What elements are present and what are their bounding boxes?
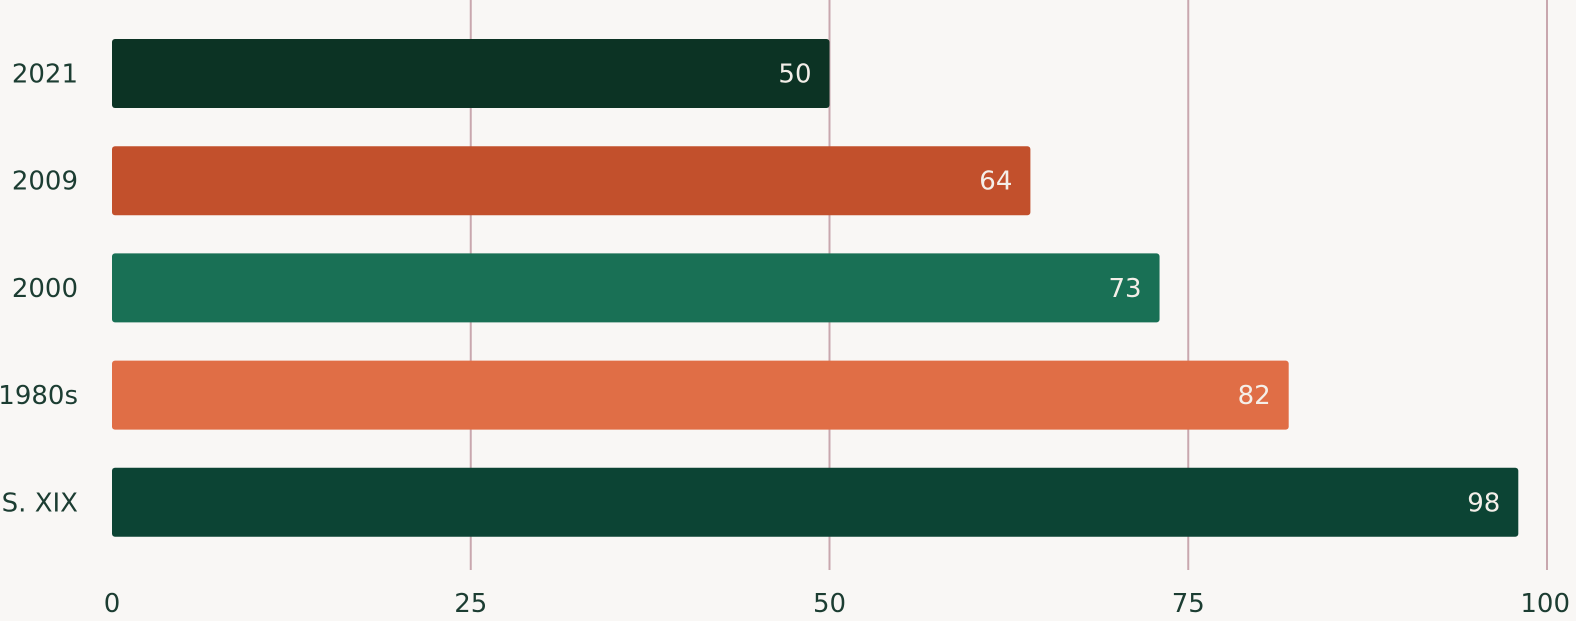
- x-tick-label-75: 75: [1172, 589, 1205, 619]
- data-label-1: 64: [979, 167, 1012, 197]
- category-label-1: 2009: [12, 167, 78, 197]
- category-label-3: 1980s: [0, 381, 78, 411]
- bar-0: [112, 39, 830, 108]
- bar-1: [112, 146, 1031, 216]
- data-label-2: 73: [1108, 274, 1141, 304]
- data-label-4: 98: [1467, 488, 1500, 518]
- bars: 50 64 73 82 98: [112, 39, 1519, 537]
- x-tick-label-0: 0: [104, 589, 121, 619]
- category-label-4: S. XIX: [2, 488, 78, 518]
- bar-4: [112, 467, 1519, 537]
- category-label-2: 2000: [12, 274, 78, 304]
- x-tick-label-100: 100: [1520, 589, 1570, 619]
- data-label-0: 50: [778, 60, 811, 90]
- x-tick-label-25: 25: [454, 589, 487, 619]
- category-label-0: 2021: [12, 60, 78, 90]
- bar-2: [112, 253, 1160, 323]
- bar-3: [112, 360, 1289, 430]
- data-label-3: 82: [1238, 381, 1271, 411]
- x-tick-label-50: 50: [813, 589, 846, 619]
- x-axis-ticks: 0 25 50 75 100: [104, 589, 1570, 619]
- category-labels: 2021 2009 2000 1980s S. XIX: [0, 60, 78, 519]
